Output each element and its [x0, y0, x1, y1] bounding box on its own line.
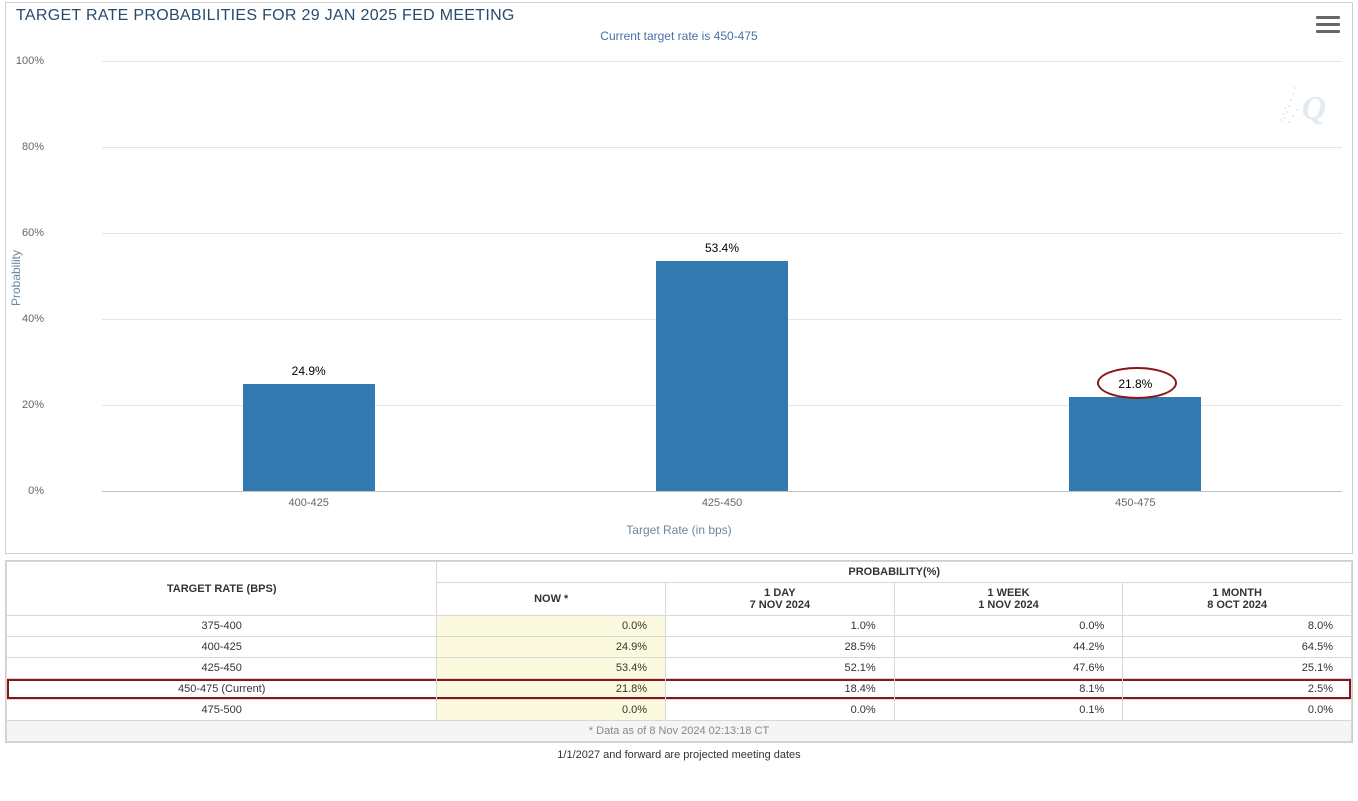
col-header-m1: 1 MONTH8 OCT 2024: [1123, 583, 1352, 616]
value-cell: 0.0%: [1123, 700, 1352, 721]
y-tick-label: 0%: [0, 485, 44, 497]
bar[interactable]: [1069, 397, 1201, 491]
y-axis-title: Probability: [9, 250, 23, 306]
value-cell: 52.1%: [666, 658, 895, 679]
table-footnote: * Data as of 8 Nov 2024 02:13:18 CT: [7, 721, 1352, 742]
table-row: 425-45053.4%52.1%47.6%25.1%: [7, 658, 1352, 679]
probability-table: TARGET RATE (BPS) PROBABILITY(%) NOW *1 …: [5, 560, 1353, 743]
y-tick-label: 60%: [0, 227, 44, 239]
chart-title: TARGET RATE PROBABILITIES FOR 29 JAN 202…: [6, 3, 1352, 29]
value-cell: 28.5%: [666, 637, 895, 658]
table-row: 400-42524.9%28.5%44.2%64.5%: [7, 637, 1352, 658]
table-row: 450-475 (Current)21.8%18.4%8.1%2.5%: [7, 679, 1352, 700]
value-cell: 0.1%: [894, 700, 1123, 721]
value-cell: 8.0%: [1123, 616, 1352, 637]
chart-subtitle: Current target rate is 450-475: [6, 29, 1352, 47]
rate-cell: 425-450: [7, 658, 437, 679]
bar-value-label: 21.8%: [1118, 377, 1152, 391]
value-cell: 18.4%: [666, 679, 895, 700]
value-cell: 53.4%: [437, 658, 666, 679]
value-cell: 1.0%: [666, 616, 895, 637]
projected-note: 1/1/2027 and forward are projected meeti…: [0, 749, 1358, 761]
value-cell: 0.0%: [666, 700, 895, 721]
bar-value-label: 24.9%: [292, 364, 326, 378]
plot-area: 0%20%40%60%80%100%24.9%400-42553.4%425-4…: [48, 61, 1342, 491]
rate-cell: 375-400: [7, 616, 437, 637]
gridline: [102, 61, 1342, 62]
y-tick-label: 80%: [0, 141, 44, 153]
y-tick-label: 20%: [0, 399, 44, 411]
value-cell: 21.8%: [437, 679, 666, 700]
bar[interactable]: [656, 261, 788, 491]
x-axis-title: Target Rate (in bps): [6, 523, 1352, 537]
value-cell: 0.0%: [437, 616, 666, 637]
value-cell: 64.5%: [1123, 637, 1352, 658]
x-tick-label: 425-450: [702, 497, 742, 509]
chart-menu-button[interactable]: [1316, 13, 1340, 35]
rate-cell: 450-475 (Current): [7, 679, 437, 700]
gridline: [102, 233, 1342, 234]
value-cell: 8.1%: [894, 679, 1123, 700]
col-header-now: NOW *: [437, 583, 666, 616]
value-cell: 44.2%: [894, 637, 1123, 658]
col-header-w1: 1 WEEK1 NOV 2024: [894, 583, 1123, 616]
rate-cell: 475-500: [7, 700, 437, 721]
bar[interactable]: [243, 384, 375, 491]
bar-value-label: 53.4%: [705, 241, 739, 255]
gridline: [102, 147, 1342, 148]
y-tick-label: 100%: [0, 55, 44, 67]
x-tick-label: 450-475: [1115, 497, 1155, 509]
table-row: 475-5000.0%0.0%0.1%0.0%: [7, 700, 1352, 721]
col-header-probability: PROBABILITY(%): [437, 562, 1352, 583]
table-row: 375-4000.0%1.0%0.0%8.0%: [7, 616, 1352, 637]
col-header-rate: TARGET RATE (BPS): [7, 562, 437, 616]
rate-cell: 400-425: [7, 637, 437, 658]
value-cell: 0.0%: [437, 700, 666, 721]
chart-container: TARGET RATE PROBABILITIES FOR 29 JAN 202…: [5, 2, 1353, 554]
y-tick-label: 40%: [0, 313, 44, 325]
x-tick-label: 400-425: [288, 497, 328, 509]
value-cell: 24.9%: [437, 637, 666, 658]
col-header-d1: 1 DAY7 NOV 2024: [666, 583, 895, 616]
value-cell: 0.0%: [894, 616, 1123, 637]
value-cell: 47.6%: [894, 658, 1123, 679]
value-cell: 25.1%: [1123, 658, 1352, 679]
value-cell: 2.5%: [1123, 679, 1352, 700]
